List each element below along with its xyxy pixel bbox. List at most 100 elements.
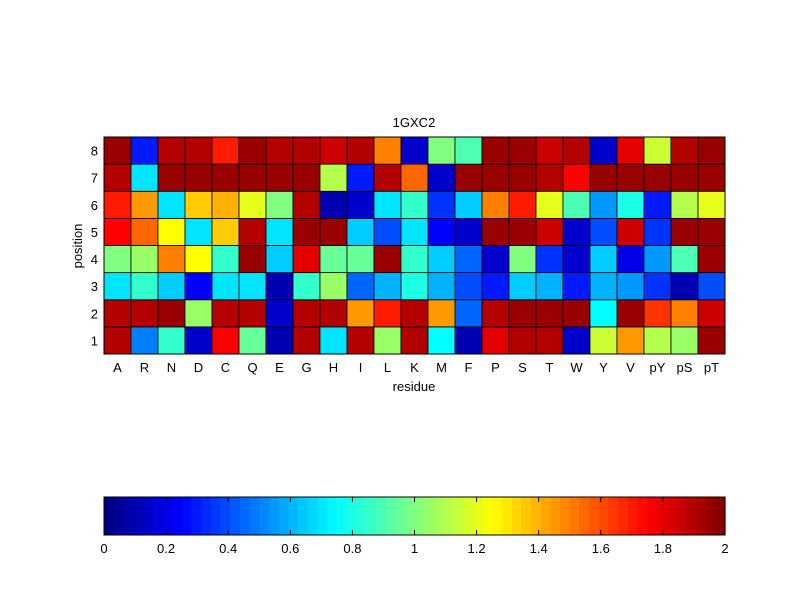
colorbar-segment xyxy=(404,497,416,535)
heatmap-cell xyxy=(508,217,537,246)
x-tick-label: Q xyxy=(247,360,257,375)
colorbar-segment xyxy=(550,497,561,535)
heatmap-cell xyxy=(616,190,645,219)
heatmap-cell xyxy=(292,190,321,219)
x-tick-label: G xyxy=(301,360,311,375)
x-tick-label: pY xyxy=(650,360,666,375)
heatmap-cell xyxy=(400,163,429,192)
colorbar-segment xyxy=(133,497,144,535)
heatmap-cell xyxy=(346,245,375,274)
heatmap-cell xyxy=(535,299,564,328)
heatmap-cell xyxy=(292,245,321,274)
x-tick-label: R xyxy=(140,360,149,375)
colorbar-segment xyxy=(637,497,648,535)
x-tick-label: P xyxy=(491,360,500,375)
colorbar-segment xyxy=(307,497,319,535)
heatmap-cell xyxy=(373,326,402,355)
heatmap-cell xyxy=(373,299,402,328)
heatmap-cell xyxy=(643,136,672,165)
heatmap-cell xyxy=(508,163,537,192)
heatmap-cell xyxy=(670,299,699,328)
heatmap-cell xyxy=(454,326,483,355)
heatmap-cell xyxy=(697,299,726,328)
x-tick-label: N xyxy=(167,360,176,375)
heatmap-cell xyxy=(157,190,186,219)
plot-frame xyxy=(103,136,726,355)
heatmap-cell xyxy=(643,190,672,219)
x-tick-label: S xyxy=(518,360,527,375)
colorbar-segment xyxy=(540,497,551,535)
heatmap-cell xyxy=(211,136,240,165)
heatmap-cell xyxy=(535,217,564,246)
x-tick-label: M xyxy=(436,360,447,375)
heatmap-cell xyxy=(400,190,429,219)
colorbar-segment xyxy=(259,497,270,535)
heatmap-cell xyxy=(508,190,537,219)
heatmap-cell xyxy=(670,136,699,165)
y-tick-label: 4 xyxy=(91,252,98,267)
heatmap-cell xyxy=(400,299,429,328)
colorbar-segment xyxy=(530,497,542,535)
colorbar-segment xyxy=(278,497,289,535)
heatmap-cell xyxy=(319,217,348,246)
heatmap-cell xyxy=(427,190,456,219)
heatmap-cell xyxy=(103,326,132,355)
heatmap-cell xyxy=(157,136,186,165)
heatmap-cell xyxy=(589,245,618,274)
colorbar-segment xyxy=(414,497,425,535)
x-tick-label: E xyxy=(275,360,284,375)
heatmap-cell xyxy=(616,217,645,246)
y-tick-label: 3 xyxy=(91,279,98,294)
heatmap-cell xyxy=(481,299,510,328)
heatmap-cell xyxy=(184,245,213,274)
colorbar-segment xyxy=(365,497,377,535)
heatmap-cell xyxy=(670,245,699,274)
colorbar-gradient xyxy=(104,497,726,535)
colorbar-segment xyxy=(579,497,590,535)
heatmap-cell xyxy=(643,217,672,246)
colorbar-segment xyxy=(356,497,367,535)
heatmap-cell xyxy=(481,326,510,355)
heatmap-cell xyxy=(265,163,294,192)
x-tick-label: V xyxy=(626,360,635,375)
heatmap-cell xyxy=(238,299,267,328)
heatmap-cell xyxy=(238,136,267,165)
heatmap-cell xyxy=(157,217,186,246)
heatmap-cell xyxy=(589,326,618,355)
colorbar-segment xyxy=(395,497,406,535)
heatmap-cell xyxy=(184,190,213,219)
heatmap-cell xyxy=(508,326,537,355)
colorbar-tick-label: 1.8 xyxy=(654,541,672,556)
heatmap-cell xyxy=(130,245,159,274)
y-tick-label: 5 xyxy=(91,225,98,240)
heatmap-cell xyxy=(616,136,645,165)
heatmap-cell xyxy=(346,136,375,165)
heatmap-cell xyxy=(616,326,645,355)
colorbar-segment xyxy=(191,497,202,535)
heatmap-cell xyxy=(481,272,510,301)
heatmap-cell xyxy=(670,272,699,301)
colorbar-segment xyxy=(482,497,493,535)
heatmap-cell xyxy=(643,272,672,301)
heatmap-cell xyxy=(535,245,564,274)
heatmap-cell xyxy=(697,190,726,219)
colorbar-segment xyxy=(608,497,619,535)
colorbar: 0 0.2 0.4 0.6 0.8 1 1.2 1.4 1.6 1.8 2 xyxy=(100,496,729,556)
heatmap-cell xyxy=(130,190,159,219)
colorbar-segment xyxy=(375,497,386,535)
heatmap-cell xyxy=(319,245,348,274)
heatmap-cell xyxy=(292,136,321,165)
heatmap-cell xyxy=(292,217,321,246)
x-tick-label: L xyxy=(384,360,391,375)
colorbar-segment xyxy=(230,497,241,535)
x-tick-label: pS xyxy=(677,360,693,375)
colorbar-segment xyxy=(152,497,163,535)
colorbar-segment xyxy=(492,497,503,535)
colorbar-segment xyxy=(346,497,357,535)
colorbar-segment xyxy=(142,497,154,535)
colorbar-segment xyxy=(511,497,522,535)
colorbar-tick-label: 0.4 xyxy=(219,541,237,556)
colorbar-segment xyxy=(657,497,668,535)
